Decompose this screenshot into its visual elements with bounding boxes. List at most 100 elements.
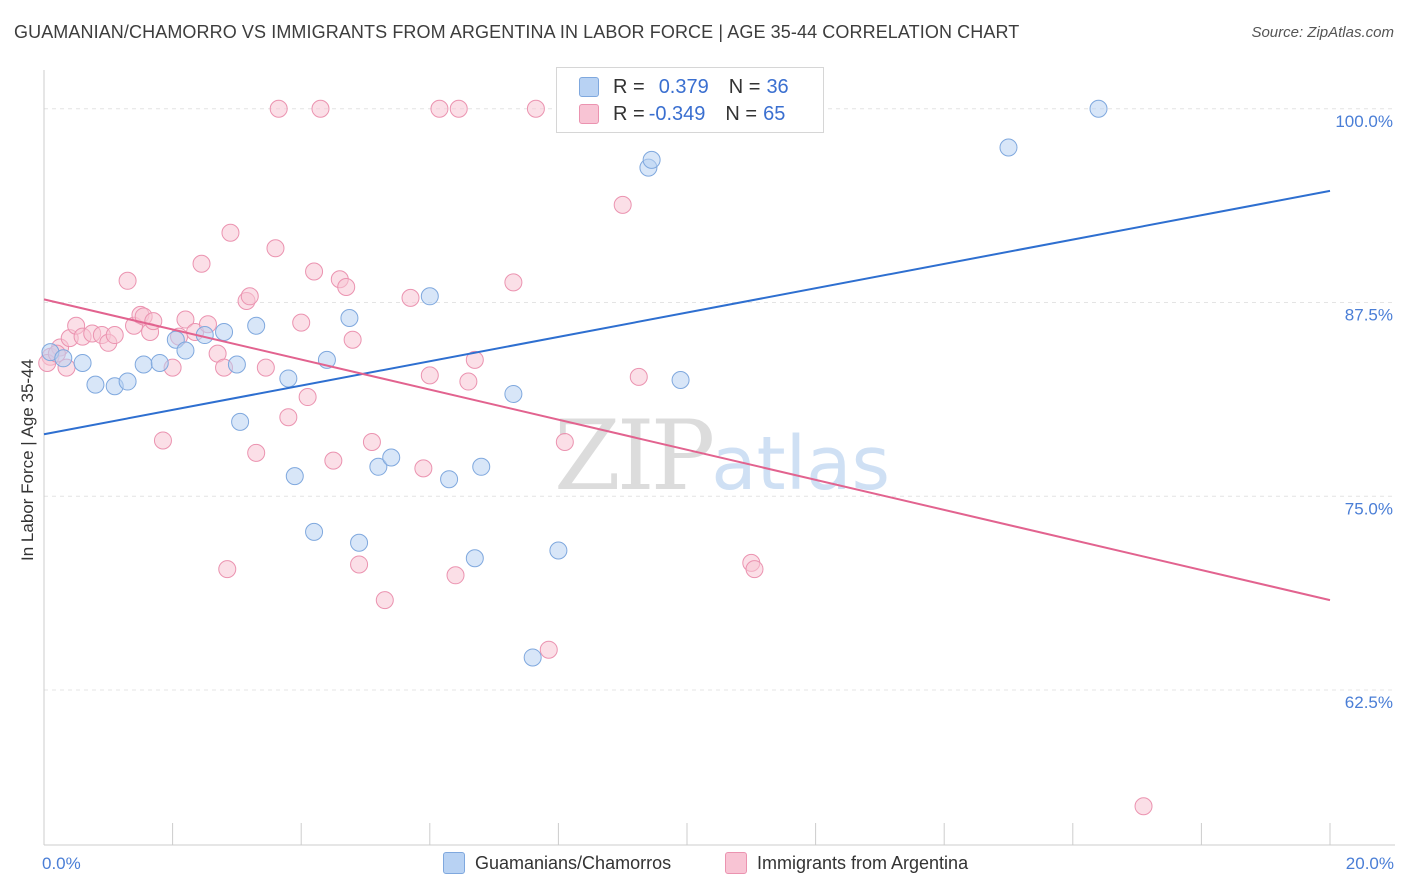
guamanian-point (231, 412, 250, 431)
stats-legend: R = 0.379 N = 36 R = -0.349 N = 65 (556, 67, 824, 133)
argentina-point (279, 408, 298, 427)
x-tick-label: 0.0% (42, 854, 81, 873)
legend-r-label: R = (613, 102, 645, 125)
argentina-point (446, 566, 465, 585)
guamanian-point (420, 287, 439, 306)
guamanian-point (279, 369, 298, 388)
guamanian-point (118, 372, 137, 391)
guamanian-point (671, 371, 690, 389)
guamanian-point (54, 349, 73, 368)
guamanian-trend-line (43, 189, 1331, 436)
argentina-point (414, 459, 433, 478)
argentina-point (256, 358, 275, 377)
x-tick-label: 20.0% (1346, 854, 1394, 873)
guamanian-point (305, 522, 324, 541)
bottom-legend-label-1: Guamanians/Chamorros (475, 852, 672, 873)
legend-n-value-2: 65 (763, 102, 786, 125)
argentina-point (269, 99, 288, 118)
argentina-point (176, 310, 195, 329)
argentina-point (362, 433, 381, 451)
guamanian-point (523, 648, 542, 667)
legend-swatch-blue (579, 77, 599, 97)
watermark-atlas: atlas (711, 421, 891, 507)
y-tick-label: 100.0% (1335, 112, 1393, 131)
y-tick-label: 75.0% (1345, 499, 1393, 518)
watermark: ZIPatlas (554, 400, 890, 512)
guamanian-point (215, 322, 234, 341)
guamanian-point (247, 316, 266, 335)
guamanian-point (549, 541, 568, 560)
guamanian-point (440, 470, 459, 489)
legend-swatch-pink (579, 104, 599, 124)
argentina-point (449, 99, 468, 118)
grid-lines (44, 108, 1395, 691)
tick-labels: 62.5% 75.0% 87.5% 100.0% 0.0% 20.0% (42, 112, 1394, 873)
guamanian-point (340, 309, 359, 327)
argentina-point (745, 560, 764, 579)
y-tick-label: 87.5% (1345, 306, 1393, 325)
argentina-point (629, 367, 648, 386)
argentina-point (240, 287, 259, 306)
guamanian-point (465, 549, 484, 568)
bottom-legend-argentina: Immigrants from Argentina (725, 852, 968, 874)
argentina-point (401, 288, 420, 307)
guamanian-point (642, 150, 661, 169)
guamanian-point (999, 138, 1018, 157)
argentina-point (504, 273, 523, 292)
bottom-legend-label-2: Immigrants from Argentina (757, 852, 969, 873)
guamanian-point (134, 355, 153, 374)
bottom-legend-guamanian: Guamanians/Chamorros (443, 852, 671, 874)
argentina-point (305, 262, 324, 281)
argentina-trend-line (43, 298, 1331, 602)
watermark-zip: ZIP (554, 400, 715, 512)
legend-r-value-1: 0.379 (658, 75, 709, 98)
argentina-point (459, 372, 478, 391)
argentina-point (375, 591, 394, 610)
bottom-legend-swatch-blue (443, 852, 465, 874)
guamanian-point (382, 448, 401, 467)
guamanian-point (350, 533, 369, 552)
source-label: Source: ZipAtlas.com (1251, 24, 1394, 41)
argentina-point (539, 640, 558, 659)
guamanian-point (504, 384, 523, 403)
trend-lines (43, 189, 1331, 602)
argentina-point (465, 350, 484, 369)
guamanian-point (73, 353, 92, 372)
argentina-point (350, 555, 369, 574)
guamanian-point (86, 375, 105, 394)
argentina-point (292, 313, 311, 332)
argentina-point (420, 366, 439, 385)
legend-r-value-2: -0.349 (648, 102, 706, 125)
argentina-point (324, 451, 343, 470)
argentina-point (105, 326, 124, 345)
guamanian-point (176, 341, 195, 360)
argentina-point (266, 239, 285, 258)
series-argentina-points (38, 99, 1153, 816)
legend-n-label: N = (728, 75, 761, 98)
argentina-point (218, 560, 237, 579)
argentina-point (298, 388, 317, 407)
argentina-point (247, 443, 266, 462)
legend-row-guamanian: R = 0.379 N = 36 (579, 74, 789, 100)
legend-r-label: R = (613, 75, 645, 98)
guamanian-point (227, 355, 246, 374)
legend-n-value-1: 36 (766, 75, 789, 98)
guamanian-point (369, 457, 388, 476)
legend-row-argentina: R = -0.349 N = 65 (579, 101, 785, 127)
legend-n-label: N = (725, 102, 758, 125)
bottom-legend-swatch-pink (725, 852, 747, 874)
argentina-point (192, 254, 211, 273)
argentina-point (337, 278, 356, 296)
argentina-point (153, 431, 172, 450)
argentina-point (343, 330, 362, 349)
chart-title: GUAMANIAN/CHAMORRO VS IMMIGRANTS FROM AR… (14, 22, 1020, 42)
argentina-point (118, 271, 137, 290)
argentina-point (526, 99, 545, 118)
argentina-point (311, 99, 330, 118)
guamanian-point (150, 353, 169, 372)
argentina-point (1134, 797, 1153, 816)
guamanian-point (472, 457, 491, 476)
y-axis-label: In Labor Force | Age 35-44 (18, 359, 37, 561)
argentina-point (555, 433, 574, 451)
